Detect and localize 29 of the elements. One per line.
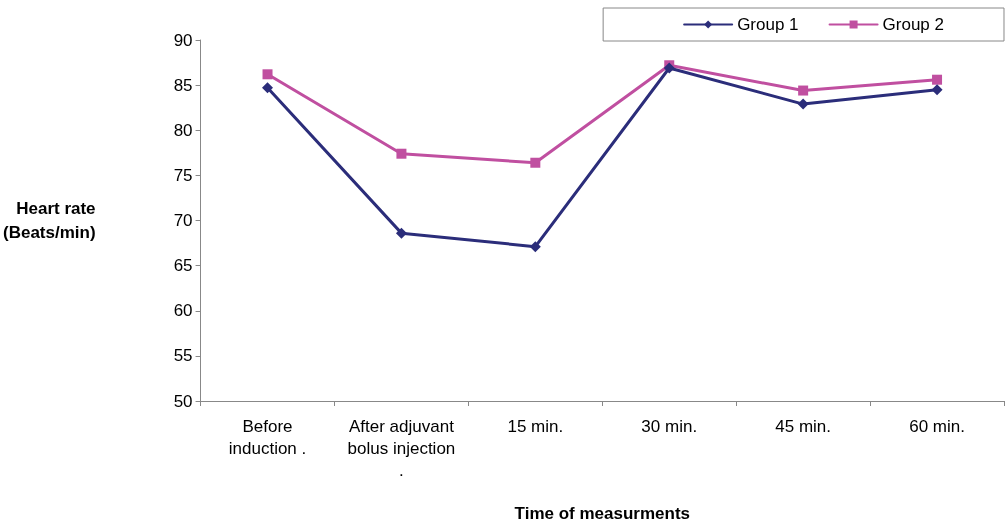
x-axis-title: Time of measurments (514, 504, 690, 523)
y-tick-label: 60 (173, 301, 193, 321)
point (931, 84, 943, 96)
y-axis-title: Heart rate (Beats/min) (2, 199, 96, 242)
y-tick-label: 80 (173, 120, 193, 140)
legend-label: Group 1 (737, 15, 799, 34)
x-tick-label: Before induction . (228, 416, 307, 458)
y-tick-label: 55 (173, 346, 193, 366)
point (530, 157, 541, 168)
x-tick-label: After adjuvant bolus injection . (347, 416, 456, 480)
point (798, 85, 809, 96)
y-tick-label: 65 (173, 256, 193, 276)
point (932, 74, 943, 85)
point (262, 82, 274, 94)
x-tick-label: 15 min. (507, 416, 564, 436)
x-tick-label: 45 min. (775, 416, 832, 436)
point (262, 69, 273, 80)
point (529, 241, 541, 253)
y-tick-label: 85 (173, 75, 193, 95)
legend-label: Group 2 (882, 15, 945, 34)
point (797, 98, 809, 110)
x-tick-label: 30 min. (641, 416, 698, 436)
point (395, 227, 407, 239)
y-tick-label: 50 (173, 391, 193, 411)
point (396, 148, 407, 159)
y-tick-label: 75 (173, 165, 193, 185)
y-tick-label: 90 (173, 30, 193, 50)
x-tick-label: 60 min. (909, 416, 965, 436)
y-tick-label: 70 (173, 211, 193, 230)
